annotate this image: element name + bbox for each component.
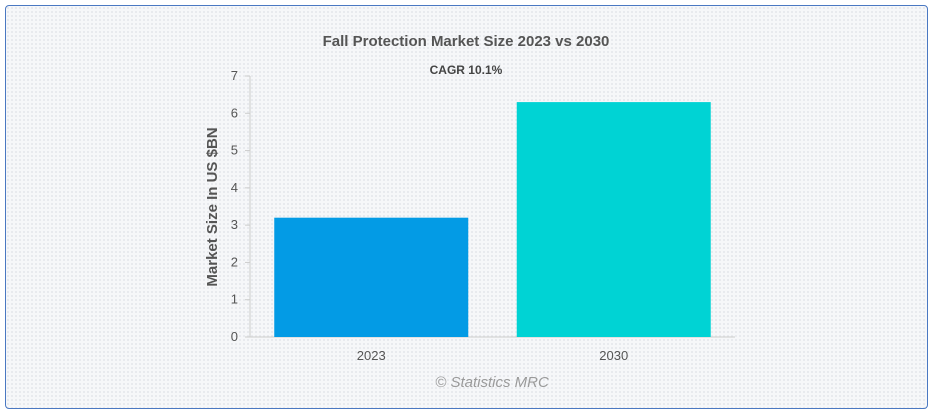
y-tick-label: 6 <box>231 105 238 120</box>
x-ticks: 2023 2030 <box>357 348 628 363</box>
credit-text: © Statistics MRC <box>435 374 549 391</box>
y-tick-label: 7 <box>231 68 238 83</box>
chart-title: Fall Protection Market Size 2023 vs 2030 <box>323 33 610 50</box>
chart-card <box>5 5 928 409</box>
bars <box>274 102 711 337</box>
y-tick-label: 0 <box>231 329 238 344</box>
y-tick-label: 4 <box>231 180 238 195</box>
x-tick-label: 2023 <box>357 348 386 363</box>
bar-2030[interactable] <box>516 102 711 337</box>
chart-subtitle: CAGR 10.1% <box>430 63 503 77</box>
y-tick-label: 1 <box>231 292 238 307</box>
x-tick-label: 2030 <box>599 348 628 363</box>
y-tick-label: 5 <box>231 143 238 158</box>
y-tick-label: 2 <box>231 254 238 269</box>
y-ticks: 0 1 2 3 4 5 6 7 <box>231 68 250 344</box>
y-tick-label: 3 <box>231 217 238 232</box>
y-axis-label: Market Size In US $BN <box>204 127 221 286</box>
bar-2023[interactable] <box>274 217 469 337</box>
